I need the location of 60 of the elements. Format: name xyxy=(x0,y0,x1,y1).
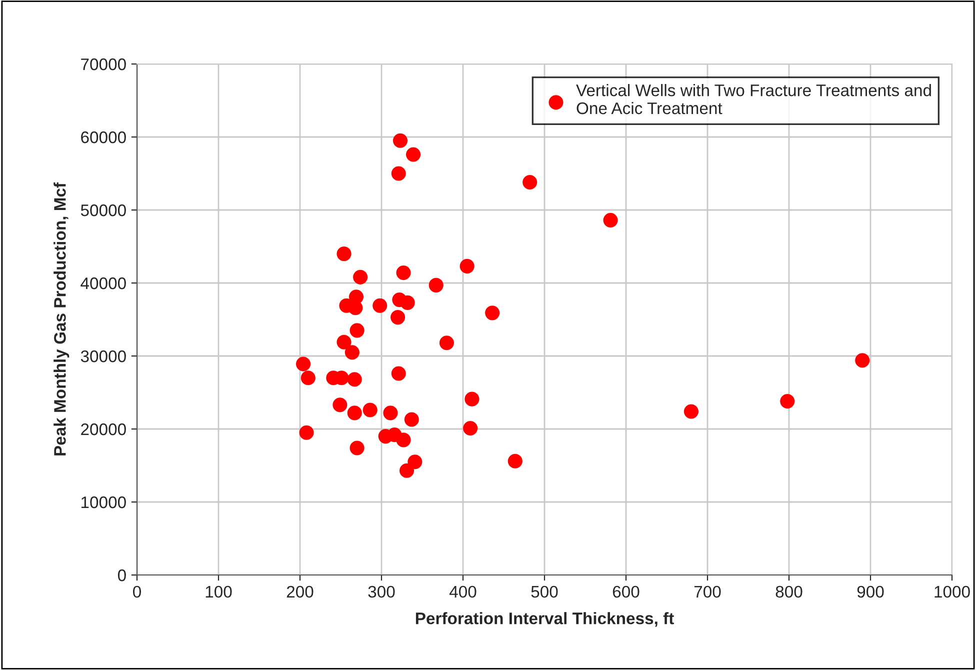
point xyxy=(396,432,411,448)
x-axis-title: Perforation Interval Thickness, ft xyxy=(416,612,674,627)
point xyxy=(855,353,870,368)
y-tick-label: 60000 xyxy=(81,131,126,144)
y-tick-label: 10000 xyxy=(82,496,126,508)
x-tick-label: 900 xyxy=(857,586,884,598)
point xyxy=(296,356,311,372)
x-tick-label: 800 xyxy=(776,586,802,598)
point xyxy=(347,406,362,420)
point xyxy=(485,306,500,320)
x-tick-label: 100 xyxy=(206,586,232,598)
point xyxy=(350,323,364,338)
x-tick-label: 200 xyxy=(286,586,314,598)
point xyxy=(400,295,415,310)
x-tick-label: 600 xyxy=(612,586,640,598)
point xyxy=(344,345,360,360)
point xyxy=(383,406,398,420)
point xyxy=(404,412,419,427)
point xyxy=(299,425,314,440)
point xyxy=(522,174,538,190)
x-tick-label: 700 xyxy=(694,586,721,598)
y-tick-label: 40000 xyxy=(80,277,126,290)
point xyxy=(508,454,522,468)
point xyxy=(406,147,421,162)
point xyxy=(684,404,698,419)
point xyxy=(390,310,406,325)
point xyxy=(347,372,362,387)
point xyxy=(332,398,348,412)
y-tick-label: 70000 xyxy=(81,58,126,70)
point xyxy=(392,133,408,148)
x-tick-label: 300 xyxy=(368,586,395,598)
point xyxy=(464,392,480,406)
point xyxy=(396,265,411,280)
y-tick-label: 30000 xyxy=(80,350,126,362)
point xyxy=(300,370,316,386)
point xyxy=(460,258,474,274)
x-tick-label: 0 xyxy=(133,586,141,598)
point xyxy=(336,334,352,350)
point xyxy=(439,336,454,350)
point xyxy=(353,270,368,284)
x-tick-label: 1000 xyxy=(934,586,970,598)
point xyxy=(350,440,364,456)
point xyxy=(780,394,795,409)
x-tick-label: 500 xyxy=(531,586,558,598)
point xyxy=(391,166,406,181)
y-axis-title: Peak Monthly Gas Production, Mcf xyxy=(54,182,70,456)
y-tick-label: 20000 xyxy=(81,423,126,436)
point xyxy=(348,300,363,316)
point xyxy=(362,402,378,418)
point xyxy=(336,246,352,262)
point xyxy=(603,212,618,228)
x-tick-label: 400 xyxy=(449,586,476,598)
point xyxy=(391,366,406,381)
point xyxy=(463,420,478,436)
y-tick-label: 50000 xyxy=(80,204,126,216)
point xyxy=(372,298,388,313)
point xyxy=(428,278,444,292)
legend-label: Vertical Wells with Two Fracture Treatments and One Acic Treatment xyxy=(576,84,931,114)
point xyxy=(408,454,422,470)
y-tick-label: 0 xyxy=(118,569,126,582)
